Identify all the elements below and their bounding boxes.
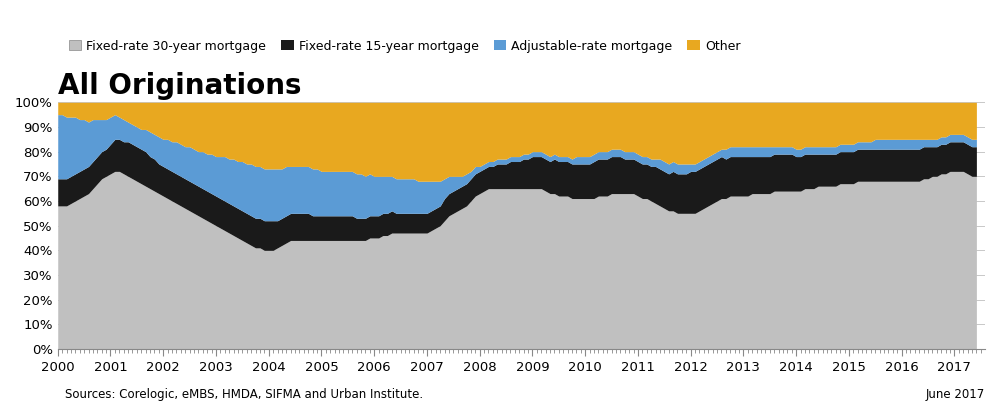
Legend: Fixed-rate 30-year mortgage, Fixed-rate 15-year mortgage, Adjustable-rate mortga: Fixed-rate 30-year mortgage, Fixed-rate … [64, 34, 745, 58]
Text: June 2017: June 2017 [926, 388, 985, 401]
Text: Sources: Corelogic, eMBS, HMDA, SIFMA and Urban Institute.: Sources: Corelogic, eMBS, HMDA, SIFMA an… [65, 388, 423, 401]
Text: All Originations: All Originations [58, 72, 301, 100]
